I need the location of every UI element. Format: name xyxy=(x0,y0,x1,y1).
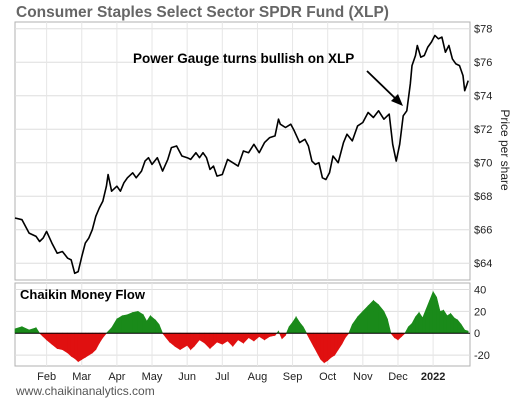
annotation-arrow xyxy=(366,70,403,106)
cmf-title: Chaikin Money Flow xyxy=(20,287,146,302)
cmf-positive-segment xyxy=(446,313,452,334)
price-y-tick-label: $74 xyxy=(474,91,492,103)
cmf-negative-segment xyxy=(330,332,336,358)
cmf-positive-segment xyxy=(439,309,444,334)
price-y-ticks: $64 $66 $68 $70 $72 $74 $76 $78 xyxy=(474,24,492,271)
cmf-negative-segment xyxy=(81,332,86,360)
price-y-tick-label: $68 xyxy=(474,191,492,203)
cmf-negative-segment xyxy=(56,332,63,350)
cmf-negative-segment xyxy=(327,332,332,362)
x-tick-label: May xyxy=(142,371,163,383)
cmf-negative-segment xyxy=(320,332,325,364)
cmf-negative-segment xyxy=(323,332,329,364)
cmf-y-tick-label: 40 xyxy=(474,285,486,297)
price-y-tick-label: $64 xyxy=(474,258,492,270)
cmf-negative-segment xyxy=(67,332,72,357)
cmf-negative-segment xyxy=(88,332,93,356)
power-gauge-annotation: Power Gauge turns bullish on XLP xyxy=(133,51,354,66)
chart-title: Consumer Staples Select Sector SPDR Fund… xyxy=(16,4,389,21)
price-panel: $64 $66 $68 $70 $72 $74 $76 $78 Price per share… xyxy=(14,21,510,281)
price-y-tick-label: $70 xyxy=(474,158,492,170)
cmf-y-tick-label: 0 xyxy=(474,328,480,340)
x-tick-label: Jul xyxy=(215,371,229,383)
cmf-negative-segment xyxy=(70,332,75,359)
x-tick-label: Jun xyxy=(178,371,196,383)
cmf-positive-segment xyxy=(432,290,437,334)
x-axis-labels: Feb Mar Apr May Jun Jul Aug Sep Oct Nov Dec 2022 xyxy=(37,371,445,383)
x-tick-label: Apr xyxy=(108,371,125,383)
x-tick-label: Sep xyxy=(283,371,303,383)
cmf-plot-frame xyxy=(14,282,471,367)
x-tick-label: Nov xyxy=(353,371,373,383)
price-y-tick-label: $66 xyxy=(474,225,492,237)
cmf-negative-segment xyxy=(92,332,97,354)
price-y-tick-label: $78 xyxy=(474,24,492,36)
cmf-positive-segment xyxy=(137,310,144,334)
price-y-tick-label: $72 xyxy=(474,124,492,136)
cmf-positive-segment xyxy=(121,314,128,334)
source-credit: www.chaikinanalytics.com xyxy=(15,384,155,398)
cmf-negative-segment xyxy=(77,332,83,363)
cmf-y-tick-label: -20 xyxy=(474,350,490,362)
cmf-y-tick-label: 20 xyxy=(474,306,486,318)
cmf-positive-segment xyxy=(367,299,374,334)
x-tick-label: Oct xyxy=(319,371,336,383)
cmf-negative-segment xyxy=(174,332,181,351)
price-y-axis-label: Price per share xyxy=(498,109,510,191)
cmf-negative-segment xyxy=(85,332,90,358)
cmf-negative-segment xyxy=(190,332,195,351)
x-tick-label: Feb xyxy=(37,371,56,383)
price-y-tick-label: $76 xyxy=(474,57,492,69)
cmf-positive-segment xyxy=(453,317,459,334)
x-tick-label: Mar xyxy=(72,371,91,383)
cmf-negative-segment xyxy=(62,332,68,354)
price-line xyxy=(14,34,469,275)
cmf-negative-segment xyxy=(216,332,223,345)
cmf-positive-segment xyxy=(132,311,139,334)
cmf-positive-segment xyxy=(373,299,379,334)
x-tick-label: 2022 xyxy=(421,371,445,383)
x-tick-label: Dec xyxy=(388,371,408,383)
cmf-y-ticks: -20 0 20 40 xyxy=(474,285,490,363)
x-tick-label: Aug xyxy=(248,371,268,383)
cmf-panel: -20 0 20 40 Chaikin Money Flow xyxy=(14,282,490,367)
cmf-positive-segment xyxy=(116,315,123,334)
cmf-negative-segment xyxy=(74,332,79,363)
cmf-positive-segment xyxy=(127,312,133,334)
